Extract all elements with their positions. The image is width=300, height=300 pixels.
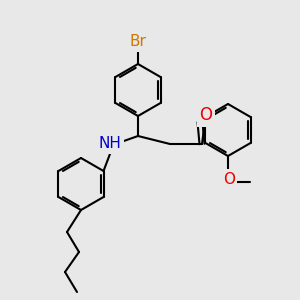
Text: Br: Br <box>130 34 146 50</box>
Text: O: O <box>200 106 212 124</box>
Text: NH: NH <box>99 136 122 152</box>
Text: O: O <box>223 172 235 187</box>
